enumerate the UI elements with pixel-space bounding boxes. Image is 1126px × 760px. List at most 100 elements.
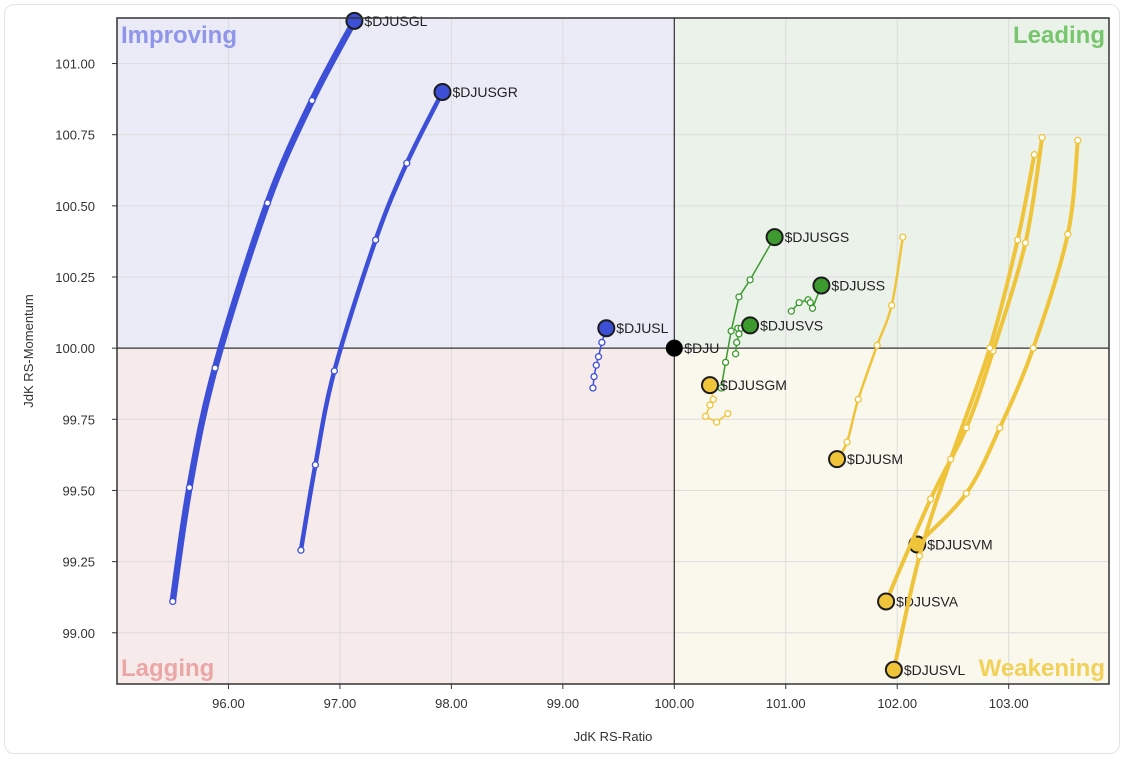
trail-point-djusm <box>854 395 862 404</box>
head-point-djusl[interactable] <box>597 319 616 338</box>
trail-point-djusgm <box>724 409 732 418</box>
quadrant-label-improving: Improving <box>121 22 237 49</box>
head-point-djusvs[interactable] <box>741 316 760 335</box>
quadrant-label-weakening: Weakening <box>979 655 1105 682</box>
trail-point-djusl <box>598 338 606 347</box>
trail-point-djusvm <box>1074 136 1082 145</box>
point-label-djusl: $DJUSL <box>616 320 668 336</box>
head-point-djusgs[interactable] <box>765 228 784 247</box>
point-label-djusvm: $DJUSVM <box>927 537 992 553</box>
series-djusl: $DJUSL <box>589 319 669 392</box>
point-label-djusgs: $DJUSGS <box>785 229 850 245</box>
head-point-djusgl[interactable] <box>345 11 364 30</box>
y-tick-label: 100.75 <box>55 128 95 143</box>
trail-point-djusvm <box>1064 230 1072 238</box>
point-label-djusva: $DJUSVA <box>896 593 959 609</box>
benchmark-point[interactable] <box>665 339 683 357</box>
trail-point-djusvs <box>733 338 741 347</box>
head-point-djuss[interactable] <box>812 276 831 295</box>
trail-point-djusvl <box>1030 150 1038 159</box>
series-trails: $DJUSGL $DJUSGR $DJUSL $DJUSGS $DJUSS $DJUSVS… <box>169 11 1082 679</box>
quadrant-lagging <box>117 348 675 684</box>
trail-point-djusgs <box>721 358 730 367</box>
series-djusgm: $DJUSGM <box>700 376 787 426</box>
trail-point-djusva <box>927 495 935 503</box>
y-tick-label: 100.50 <box>55 199 95 214</box>
chart-card: Improving Leading Lagging Weakening $DJUSGL… <box>4 4 1120 754</box>
head-point-djusgm[interactable] <box>700 376 719 395</box>
x-tick-label: 100.00 <box>654 696 694 711</box>
trail-point-djusgm <box>706 401 714 409</box>
trail-point-djuss <box>787 307 795 315</box>
benchmark-label: $DJU <box>684 340 719 356</box>
head-point-djusvl[interactable] <box>884 660 903 679</box>
quadrant-backgrounds <box>117 18 1109 684</box>
trail-point-djusgs <box>735 293 743 301</box>
series-djusgr: $DJUSGR <box>297 83 518 554</box>
y-tick-label: 100.25 <box>55 270 95 285</box>
trail-point-djusgr <box>311 461 320 469</box>
trail-point-djusgr <box>403 159 411 167</box>
trail-point-djusgm <box>701 412 710 421</box>
series-djusgl: $DJUSGL <box>169 11 428 606</box>
trail-point-djusva <box>1038 133 1046 142</box>
y-axis-label: JdK RS-Momentum <box>21 294 36 407</box>
y-tick-label: 99.50 <box>62 483 95 498</box>
series-trail-djusva <box>884 135 1045 604</box>
x-tick-label: 98.00 <box>435 696 468 711</box>
trail-point-djusgl <box>211 364 219 372</box>
x-axis-label: JdK RS-Ratio <box>574 729 653 744</box>
point-label-djuss: $DJUSS <box>831 278 885 294</box>
trail-point-djusm <box>899 233 907 241</box>
quadrant-weakening <box>674 348 1109 684</box>
trail-point-djusm <box>873 341 881 349</box>
trail-point-djusgs <box>746 276 754 284</box>
quadrant-label-leading: Leading <box>1013 22 1105 49</box>
point-label-djusm: $DJUSM <box>847 451 903 467</box>
trail-point-djusm <box>888 301 896 310</box>
trail-point-djusgl <box>185 483 194 492</box>
series-djusvl: $DJUSVL <box>884 150 1038 679</box>
trail-point-djusl <box>592 361 600 369</box>
point-label-djusgm: $DJUSGM <box>720 377 787 393</box>
trail-point-djusm <box>843 438 851 446</box>
trail-point-djusva <box>1021 239 1030 247</box>
head-point-djusva[interactable] <box>877 592 896 611</box>
head-point-djusm[interactable] <box>828 450 847 469</box>
point-label-djusgl: $DJUSGL <box>364 13 427 29</box>
trail-point-djusvl <box>986 344 994 352</box>
trail-point-djusgl <box>308 96 316 105</box>
relative-rotation-graph: Improving Leading Lagging Weakening $DJUSGL… <box>21 11 1110 744</box>
trail-point-djusgr <box>330 367 338 375</box>
trail-point-djusvm <box>996 424 1004 432</box>
x-tick-label: 102.00 <box>877 696 917 711</box>
trail-point-djusgr <box>371 236 380 244</box>
axis-ticks: 96.00 97.00 98.00 99.00 100.00 101.00 102.00 10… <box>55 57 1028 711</box>
x-tick-label: 99.00 <box>547 696 580 711</box>
series-djusva: $DJUSVA <box>877 133 1046 611</box>
trail-point-djusvm <box>1029 344 1037 352</box>
trail-point-djusgm <box>713 418 721 426</box>
trail-point-djusgm <box>709 395 717 404</box>
series-djusvs: $DJUSVS <box>731 316 823 358</box>
trail-point-djusl <box>589 384 597 392</box>
head-point-djusgr[interactable] <box>433 83 452 101</box>
trail-point-djusvs <box>731 350 740 358</box>
series-djusm: $DJUSM <box>828 233 907 469</box>
y-tick-label: 99.75 <box>62 412 95 427</box>
series-djusvm: $DJUSVM <box>908 136 1082 554</box>
trail-point-djusl <box>590 372 598 381</box>
x-tick-label: 97.00 <box>324 696 357 711</box>
x-tick-label: 101.00 <box>766 696 806 711</box>
point-label-djusgr: $DJUSGR <box>452 84 517 100</box>
point-label-djusvl: $DJUSVL <box>904 662 966 678</box>
trail-point-djusgl <box>263 199 272 207</box>
x-tick-label: 96.00 <box>212 696 245 711</box>
plot-frame <box>116 17 1110 685</box>
point-label-djusvs: $DJUSVS <box>760 317 823 333</box>
trail-point-djusgl <box>169 597 177 606</box>
y-tick-label: 101.00 <box>55 57 95 72</box>
series-djuss: $DJUSS <box>787 276 885 315</box>
plot-border <box>116 17 1110 685</box>
trail-point-djusvm <box>962 489 970 497</box>
